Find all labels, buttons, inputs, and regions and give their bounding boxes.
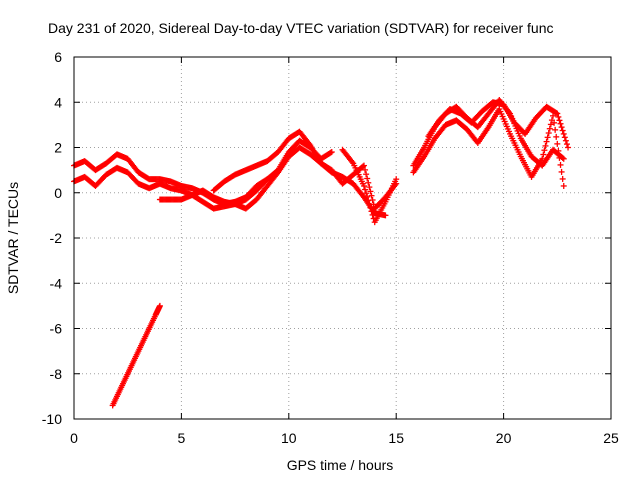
y-tick-label: 0 — [54, 185, 62, 201]
data-point-marker — [359, 163, 366, 170]
y-tick-label: -4 — [50, 275, 63, 291]
x-tick-label: 25 — [603, 430, 619, 446]
data-point-marker — [542, 142, 549, 149]
x-tick-label: 5 — [178, 430, 186, 446]
data-point-marker — [362, 166, 369, 173]
data-point-marker — [369, 211, 376, 218]
data-point-marker — [156, 302, 163, 309]
y-tick-label: -2 — [50, 230, 63, 246]
x-tick-label: 10 — [281, 430, 297, 446]
data-point-marker — [544, 134, 551, 141]
y-tick-label: -10 — [42, 411, 62, 427]
data-point-marker — [555, 147, 562, 154]
data-point-marker — [366, 201, 373, 208]
data-point-marker — [540, 151, 547, 158]
y-tick-label: -8 — [50, 366, 63, 382]
data-point-marker — [560, 155, 567, 162]
x-tick-label: 20 — [496, 430, 512, 446]
data-point-marker — [360, 182, 367, 189]
data-point-marker — [553, 109, 560, 116]
data-point-marker — [382, 212, 389, 219]
data-point-marker — [556, 117, 563, 124]
data-point-marker — [367, 188, 374, 195]
data-point-marker — [554, 110, 561, 117]
data-point-marker — [551, 119, 558, 126]
data-point-marker — [393, 176, 400, 183]
data-point-marker — [360, 162, 367, 169]
data-point-marker — [546, 125, 553, 132]
data-point-marker — [541, 147, 548, 154]
y-tick-label: 2 — [54, 140, 62, 156]
data-point-marker — [362, 186, 369, 193]
data-point-marker — [559, 127, 566, 134]
data-points — [71, 96, 572, 409]
data-point-marker — [368, 208, 375, 215]
data-point-marker — [327, 149, 334, 156]
data-point-marker — [562, 137, 569, 144]
data-point-marker — [363, 190, 370, 197]
data-point-marker — [368, 192, 375, 199]
data-point-marker — [555, 113, 562, 120]
data-point-marker — [563, 141, 570, 148]
x-axis-label: GPS time / hours — [287, 457, 394, 473]
data-point-marker — [554, 140, 561, 147]
y-axis-label: SDTVAR / TECUs — [5, 182, 21, 294]
data-point-marker — [364, 175, 371, 182]
data-point-marker — [545, 130, 552, 137]
data-point-marker — [557, 120, 564, 127]
data-point-marker — [561, 134, 568, 141]
data-point-marker — [557, 161, 564, 168]
data-point-marker — [560, 182, 567, 189]
data-point-marker — [552, 126, 559, 133]
x-tick-label: 0 — [70, 430, 78, 446]
data-point-marker — [556, 154, 563, 161]
data-point-marker — [543, 138, 550, 145]
data-point-marker — [367, 204, 374, 211]
grid-lines — [74, 57, 611, 419]
data-point-marker — [558, 168, 565, 175]
data-point-marker — [565, 144, 572, 151]
data-point-marker — [366, 184, 373, 191]
data-point-marker — [364, 193, 371, 200]
data-point-marker — [365, 179, 372, 186]
data-point-marker — [328, 149, 335, 156]
y-tick-label: 6 — [54, 49, 62, 65]
data-point-marker — [560, 130, 567, 137]
y-tick-label: -6 — [50, 321, 63, 337]
data-point-marker — [553, 133, 560, 140]
plot-frame — [73, 56, 612, 420]
chart-title: Day 231 of 2020, Sidereal Day-to-day VTE… — [48, 20, 554, 36]
data-point-marker — [559, 175, 566, 182]
data-point-marker — [363, 171, 370, 178]
data-point-marker — [558, 124, 565, 131]
data-point-marker — [547, 121, 554, 128]
data-point-marker — [365, 197, 372, 204]
x-tick-label: 15 — [388, 430, 404, 446]
data-point-marker — [539, 155, 546, 162]
y-tick-label: 4 — [54, 94, 62, 110]
